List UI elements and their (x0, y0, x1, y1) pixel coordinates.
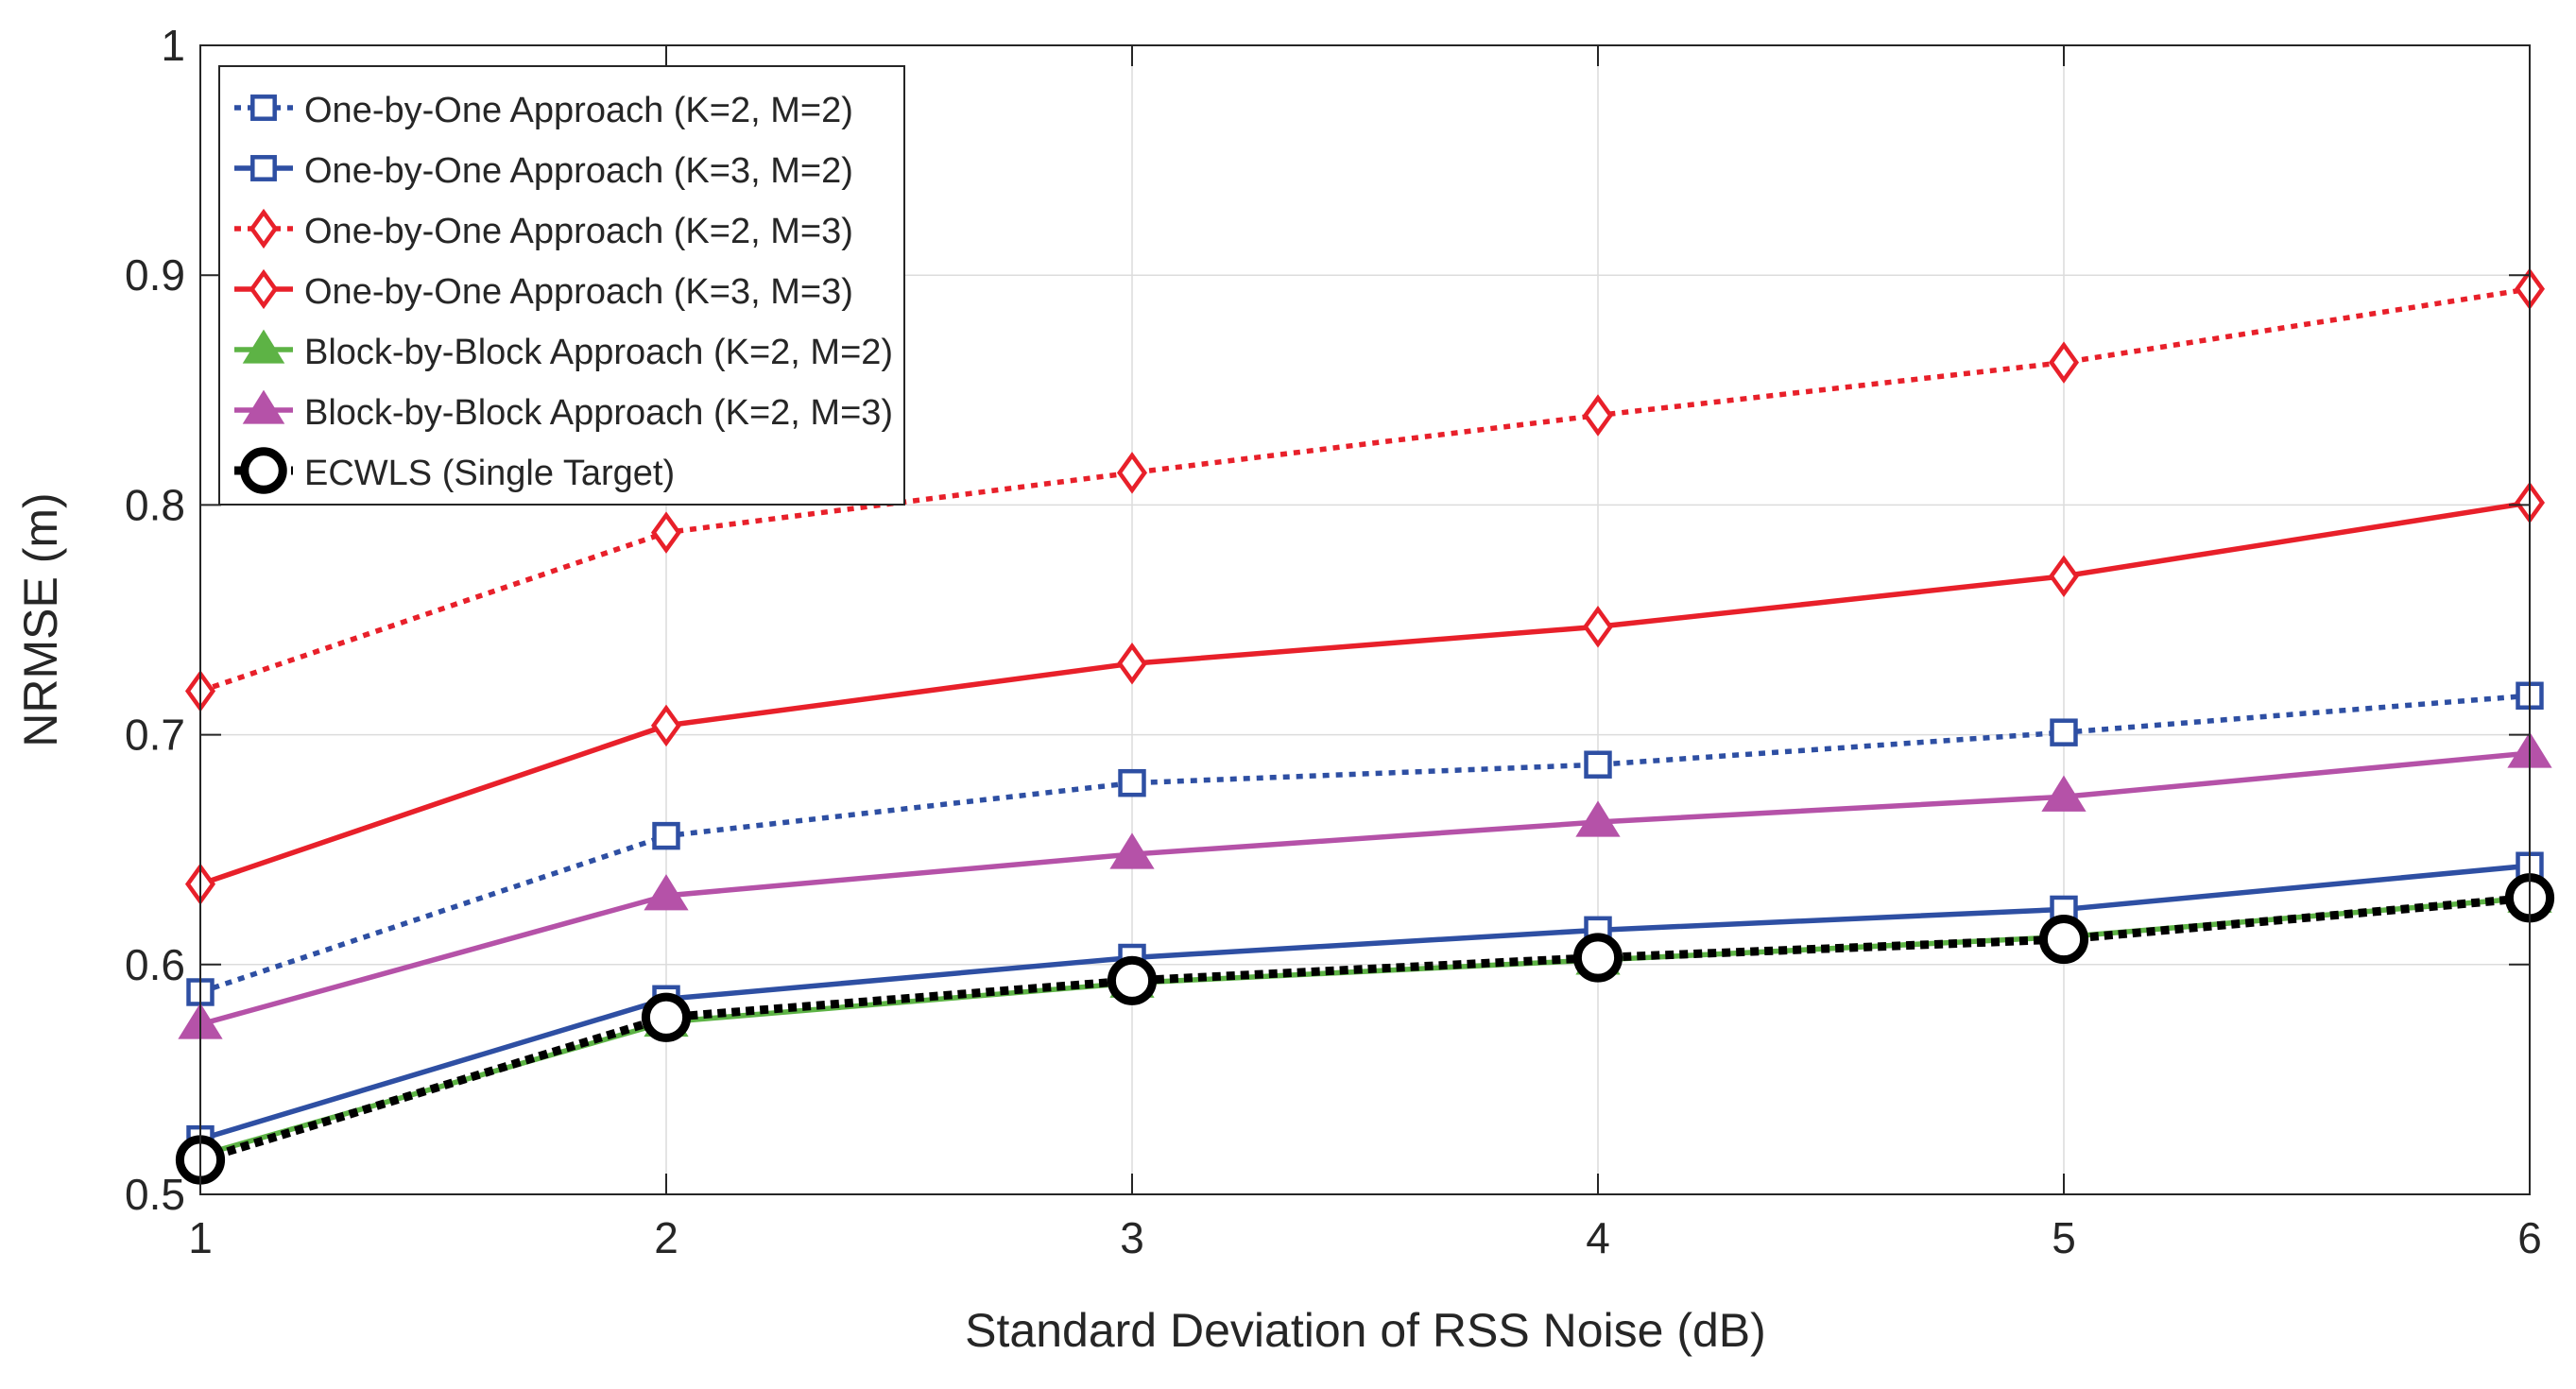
legend-marker (250, 94, 277, 121)
data-point (1118, 768, 1146, 797)
legend-label: One-by-One Approach (K=3, M=2) (304, 151, 853, 191)
x-tick-label: 3 (1120, 1213, 1144, 1262)
y-axis-label: NRMSE (m) (14, 492, 67, 746)
legend-marker (242, 389, 285, 424)
x-axis-label: Standard Deviation of RSS Noise (dB) (965, 1304, 1766, 1357)
data-point (1116, 642, 1148, 685)
y-tick-label: 0.6 (125, 940, 185, 989)
legend-marker (249, 268, 279, 310)
series-line (199, 500, 2531, 887)
legend-label: One-by-One Approach (K=3, M=3) (304, 272, 853, 312)
series-line (199, 750, 2531, 1027)
data-point (1582, 606, 1614, 648)
y-tick-label: 0.8 (125, 480, 185, 529)
y-tick-label: 0.9 (125, 250, 185, 300)
plot-frame (199, 44, 2531, 1195)
legend: One-by-One Approach (K=2, M=2) One-by-One… (218, 65, 905, 506)
series-line (199, 693, 2531, 995)
data-point (650, 511, 682, 554)
data-point (1107, 955, 1158, 1005)
legend-item: One-by-One Approach (K=2, M=3) (234, 208, 853, 251)
ticks: 1 2 3 4 5 6 0.5 0.6 0.7 0.8 0.9 1 (125, 21, 2542, 1262)
legend-label: ECWLS (Single Target) (304, 454, 675, 493)
legend-item: One-by-One Approach (K=3, M=3) (234, 268, 853, 312)
y-tick-label: 0.7 (125, 711, 185, 760)
y-tick-label: 1 (161, 21, 185, 70)
legend-marker (242, 329, 285, 364)
data-point (652, 821, 680, 850)
data-point (1575, 800, 1621, 837)
legend-label: One-by-One Approach (K=2, M=2) (304, 91, 853, 130)
data-point (1584, 750, 1612, 779)
data-point (650, 704, 682, 747)
data-point (644, 874, 689, 911)
data-point (2041, 775, 2087, 812)
legend-item: Block-by-Block Approach (K=2, M=3) (234, 389, 893, 433)
legend-item: One-by-One Approach (K=3, M=2) (234, 151, 853, 191)
legend-item: One-by-One Approach (K=2, M=2) (234, 91, 853, 130)
data-point (2048, 555, 2080, 598)
legend-label: Block-by-Block Approach (K=2, M=3) (304, 393, 893, 433)
y-tick-label: 0.5 (125, 1170, 185, 1219)
legend-label: Block-by-Block Approach (K=2, M=2) (304, 333, 893, 372)
series-3 (184, 267, 2546, 712)
x-tick-label: 1 (188, 1213, 213, 1262)
data-point (1116, 452, 1148, 494)
series-line (199, 286, 2531, 694)
data-point (1109, 832, 1155, 869)
data-point (2048, 341, 2080, 384)
x-tick-label: 2 (654, 1213, 678, 1262)
legend-marker (249, 208, 279, 249)
legend-marker (240, 447, 287, 494)
legend-item: ECWLS (Single Target) (234, 447, 675, 494)
data-point (641, 992, 692, 1042)
legend-item: Block-by-Block Approach (K=2, M=2) (234, 329, 893, 372)
legend-label: One-by-One Approach (K=2, M=3) (304, 212, 853, 251)
x-tick-label: 5 (2052, 1213, 2076, 1262)
data-point (2050, 718, 2078, 746)
legend-marker (250, 155, 277, 181)
series-line (199, 863, 2531, 1142)
x-tick-label: 4 (1586, 1213, 1610, 1262)
data-point (2038, 914, 2089, 965)
data-point (1582, 394, 1614, 437)
data-point (1572, 933, 1623, 983)
x-tick-label: 6 (2517, 1213, 2542, 1262)
legend-box (218, 65, 905, 506)
